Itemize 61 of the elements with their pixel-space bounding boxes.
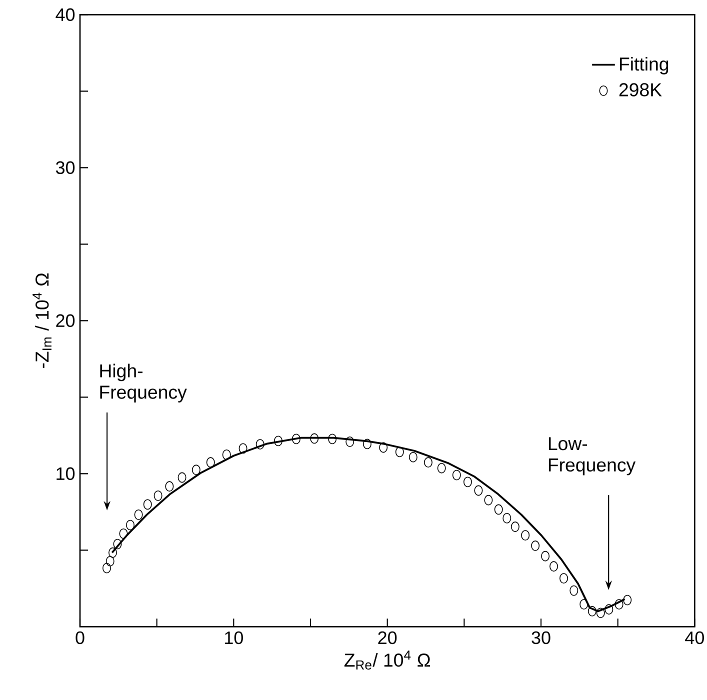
point	[328, 434, 337, 444]
annotation: High- Frequency	[100, 364, 187, 403]
point	[560, 573, 568, 584]
point	[108, 547, 117, 558]
point	[614, 599, 624, 610]
point	[134, 509, 143, 520]
x-axis-title: Z$_{Re}$/ 10$^{4}$ Ω	[344, 650, 430, 670]
point	[580, 599, 588, 610]
point	[408, 452, 418, 462]
point	[452, 470, 461, 480]
point	[292, 434, 300, 444]
y-axis-title: -Z$_{Im}$ / 10$^{4}$ Ω	[32, 273, 52, 368]
point	[521, 530, 530, 541]
point	[623, 594, 632, 606]
point	[494, 504, 503, 515]
point	[541, 550, 550, 562]
point	[474, 485, 483, 496]
x-tick-label: 20	[378, 631, 397, 644]
point	[510, 522, 520, 532]
point	[463, 476, 472, 488]
point	[395, 446, 404, 458]
point	[502, 512, 512, 524]
legend-label: 298K	[619, 83, 662, 96]
y-tick-label: 20	[56, 314, 75, 328]
point	[346, 436, 354, 447]
annotation: Low- Frequency	[548, 437, 636, 476]
point	[206, 457, 215, 468]
point	[126, 520, 134, 530]
point	[424, 457, 432, 468]
point	[165, 481, 174, 492]
point	[113, 538, 122, 550]
point	[256, 439, 264, 450]
y-tick-label: 10	[56, 467, 75, 480]
point	[588, 606, 596, 616]
point	[362, 438, 372, 450]
legend-label: Fitting	[620, 56, 668, 74]
x-tick-label: 10	[225, 631, 243, 644]
x-tick-label: 40	[685, 631, 704, 644]
point	[484, 494, 493, 506]
point	[604, 604, 614, 615]
point	[238, 443, 248, 454]
point	[106, 556, 114, 566]
point	[379, 442, 388, 453]
point	[310, 433, 319, 444]
point	[143, 499, 152, 510]
point	[274, 436, 282, 446]
x-tick-label: 0	[76, 631, 84, 644]
point	[119, 528, 128, 539]
point	[570, 585, 578, 596]
point	[550, 561, 558, 572]
y-tick-label: 30	[56, 161, 75, 174]
point	[222, 449, 231, 460]
x-tick-label: 30	[532, 631, 550, 644]
point	[178, 472, 186, 483]
y-tick-label: 40	[56, 8, 75, 22]
point	[102, 562, 111, 574]
point	[192, 464, 200, 476]
point	[531, 540, 540, 551]
point	[154, 490, 162, 501]
point	[596, 608, 605, 618]
point	[437, 462, 446, 474]
